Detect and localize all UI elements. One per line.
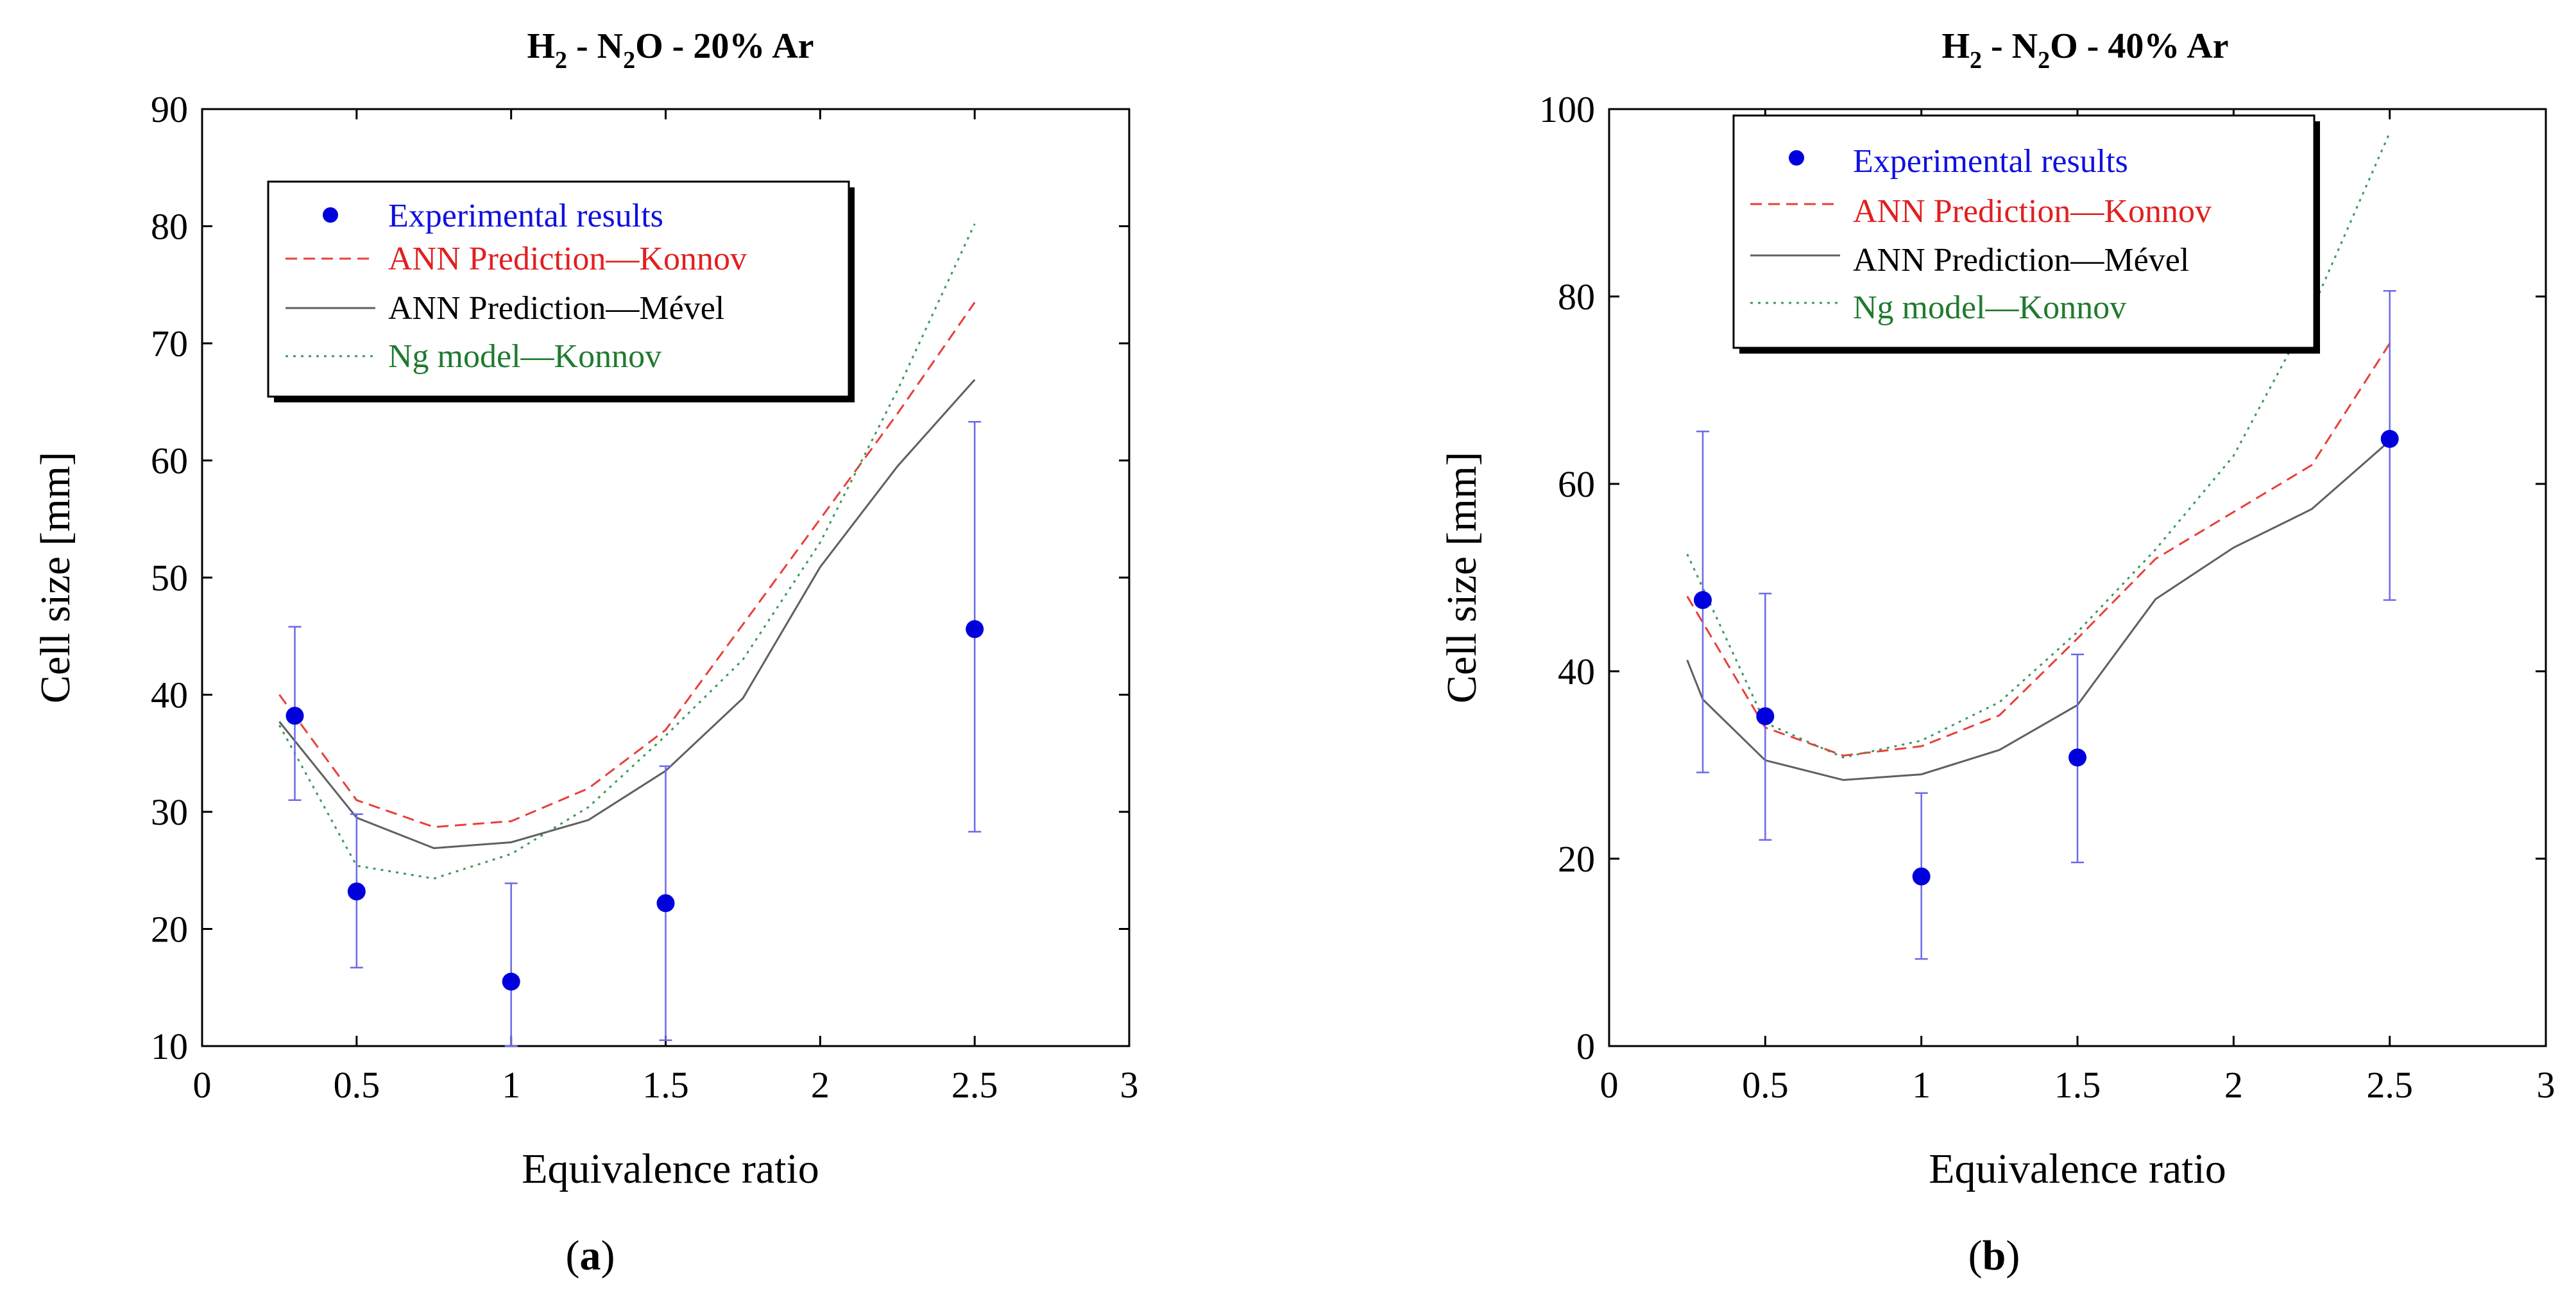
- x-tick-label: 1: [1912, 1064, 1931, 1106]
- x-tick-label: 2: [2224, 1064, 2243, 1106]
- legend-label-ann-konnov: ANN Prediction—Konnov: [1853, 193, 2212, 230]
- data-point-experimental: [1912, 867, 1931, 886]
- panel-b-series-lines: [1686, 132, 2391, 781]
- y-tick-label: 60: [1558, 463, 1595, 505]
- legend-marker-experimental: [1789, 150, 1804, 166]
- x-tick-label: 3: [2537, 1064, 2555, 1106]
- legend-label-experimental: Experimental results: [388, 198, 663, 234]
- legend-label-experimental: Experimental results: [1853, 143, 2128, 180]
- y-tick-label: 10: [151, 1026, 188, 1067]
- y-tick-label: 40: [151, 674, 188, 716]
- data-point-experimental: [656, 894, 675, 913]
- y-tick-label: 20: [151, 909, 188, 950]
- data-point-experimental: [1756, 707, 1775, 726]
- y-tick-label: 0: [1576, 1026, 1595, 1067]
- panel-b: H2 - N2O - 40% Ar 0 20 40 60 80 100 0 0.5 1 1.5 2…: [1438, 26, 2555, 1279]
- data-point-experimental: [2068, 748, 2086, 767]
- x-tick-label: 0: [193, 1064, 212, 1106]
- panel-b-ticks: [1608, 108, 2547, 1047]
- panel-a-y-axis-label: Cell size [mm]: [32, 452, 79, 703]
- y-tick-label: 70: [151, 323, 188, 365]
- panel-b-data-points: [1694, 429, 2399, 886]
- data-point-experimental: [1694, 591, 1712, 610]
- series-line-ann-prediction-m-vel: [1686, 440, 2391, 781]
- y-tick-label: 80: [151, 206, 188, 248]
- panel-b-error-bars: [1696, 289, 2396, 960]
- data-point-experimental: [966, 620, 984, 639]
- panel-a-title: H2 - N2O - 20% Ar: [527, 26, 814, 74]
- panel-b-subfigure-label: (b): [1968, 1232, 2020, 1279]
- y-tick-label: 100: [1539, 89, 1595, 130]
- y-tick-label: 50: [151, 557, 188, 599]
- y-tick-label: 60: [151, 440, 188, 482]
- panel-b-title: H2 - N2O - 40% Ar: [1941, 26, 2228, 74]
- legend-label-ng-konnov: Ng model—Konnov: [1853, 289, 2126, 326]
- panel-a-error-bars: [288, 421, 982, 1047]
- x-tick-label: 2.5: [951, 1064, 998, 1106]
- data-point-experimental: [502, 972, 520, 991]
- legend-marker-experimental: [323, 207, 338, 223]
- panel-a-y-tick-labels: 10 20 30 40 50 60 70 80 90: [151, 89, 188, 1067]
- x-tick-label: 0.5: [334, 1064, 380, 1106]
- legend-label-ann-konnov: ANN Prediction—Konnov: [388, 241, 747, 277]
- x-tick-label: 1.5: [2054, 1064, 2101, 1106]
- y-tick-label: 90: [151, 89, 188, 130]
- panel-a-ticks: [201, 108, 1130, 1047]
- data-point-experimental: [347, 882, 366, 901]
- panel-b-x-tick-labels: 0 0.5 1 1.5 2 2.5 3: [1600, 1064, 2555, 1106]
- legend-label-ann-mevel: ANN Prediction—Mével: [388, 290, 724, 327]
- panel-a-data-points: [286, 620, 984, 991]
- x-tick-label: 0.5: [1742, 1064, 1789, 1106]
- panel-a-x-axis-label: Equivalence ratio: [522, 1146, 819, 1192]
- panel-a-x-tick-labels: 0 0.5 1 1.5 2 2.5 3: [193, 1064, 1139, 1106]
- series-line-ann-prediction-m-vel: [278, 379, 976, 850]
- y-tick-label: 20: [1558, 838, 1595, 880]
- y-tick-label: 40: [1558, 651, 1595, 692]
- y-tick-label: 80: [1558, 276, 1595, 318]
- x-tick-label: 1.5: [642, 1064, 689, 1106]
- panel-a-subfigure-label: (a): [566, 1232, 615, 1279]
- y-tick-label: 30: [151, 791, 188, 833]
- legend-label-ann-mevel: ANN Prediction—Mével: [1853, 242, 2189, 279]
- panel-a-series-lines: [278, 223, 976, 880]
- x-tick-label: 1: [502, 1064, 520, 1106]
- series-line-ann-prediction-konnov: [1686, 343, 2391, 757]
- panel-b-y-axis-label: Cell size [mm]: [1438, 452, 1485, 703]
- x-tick-label: 2: [811, 1064, 830, 1106]
- panel-b-legend: Experimental results ANN Prediction—Konn…: [1732, 114, 2316, 349]
- panel-a: H2 - N2O - 20% Ar 10 20 30 40 50 60 70 80 90 0 0.…: [32, 26, 1139, 1279]
- x-tick-label: 2.5: [2366, 1064, 2413, 1106]
- panel-b-y-tick-labels: 0 20 40 60 80 100: [1539, 89, 1595, 1067]
- series-line-ng-model-konnov: [278, 223, 976, 880]
- panel-b-x-axis-label: Equivalence ratio: [1929, 1146, 2226, 1192]
- legend-label-ng-konnov: Ng model—Konnov: [388, 338, 661, 375]
- data-point-experimental: [2380, 429, 2399, 448]
- x-tick-label: 3: [1120, 1064, 1139, 1106]
- data-point-experimental: [286, 707, 304, 725]
- panel-a-legend: Experimental results ANN Prediction—Konn…: [267, 180, 850, 398]
- x-tick-label: 0: [1600, 1064, 1619, 1106]
